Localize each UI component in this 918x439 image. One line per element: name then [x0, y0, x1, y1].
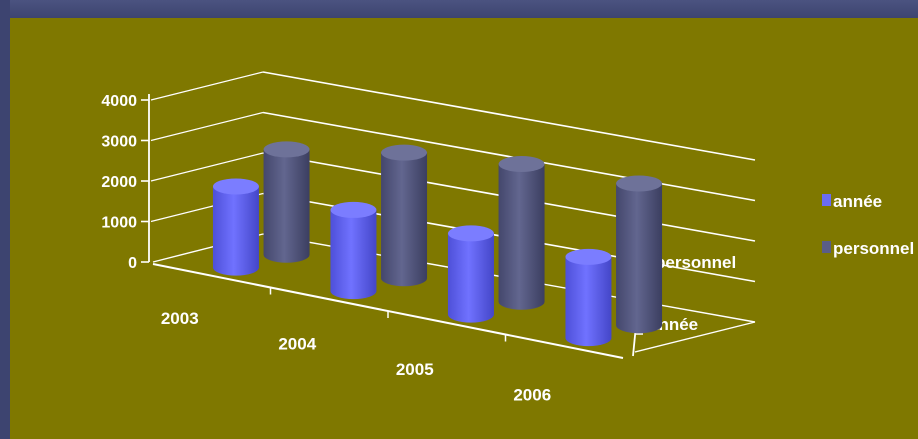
cylinder-body	[616, 183, 663, 334]
y-tick-label: 1000	[101, 215, 137, 232]
bar-annee-2005	[447, 225, 494, 323]
legend-swatch	[822, 241, 831, 253]
cylinder-body	[381, 152, 428, 287]
y-tick-label: 3000	[101, 134, 137, 151]
bar-personnel-2006	[616, 175, 663, 334]
legend-swatch	[822, 194, 831, 206]
cylinder-top	[447, 225, 494, 242]
slide-left-band	[0, 0, 10, 439]
cylinder-body	[447, 233, 494, 323]
y-tick-label: 0	[128, 255, 137, 272]
category-label: 2006	[513, 385, 551, 404]
cylinder-body	[263, 149, 310, 263]
gridline-back	[262, 71, 756, 161]
cylinder-top	[565, 248, 612, 265]
cylinder-body	[498, 164, 545, 310]
slide-top-band	[0, 0, 918, 18]
gridline-back	[262, 111, 756, 202]
legend-label: personnel	[833, 239, 914, 258]
category-label: 2005	[396, 360, 434, 379]
cylinder-body	[212, 186, 259, 276]
cylinder-top	[616, 175, 663, 192]
bar-annee-2004	[330, 201, 377, 300]
depth-label-personnel: personnel	[655, 253, 736, 272]
bar-personnel-2003	[263, 141, 310, 263]
category-label: 2003	[161, 309, 199, 328]
bar-annee-2006	[565, 248, 612, 347]
y-tick-label: 2000	[101, 174, 137, 191]
gridline-side	[150, 71, 264, 101]
cylinder-top	[381, 144, 428, 161]
cylinder-top	[330, 201, 377, 218]
floor-right-edge	[634, 321, 756, 353]
category-label: 2004	[278, 334, 316, 353]
bar-personnel-2005	[498, 156, 545, 310]
y-tick-label: 4000	[101, 93, 137, 110]
cylinder-top	[498, 156, 545, 173]
bar-personnel-2004	[381, 144, 428, 287]
cylinder-body	[330, 209, 377, 300]
cylinder-top	[212, 178, 259, 195]
bar-annee-2003	[212, 178, 259, 276]
cylinder-body	[565, 256, 612, 347]
gridline-side	[150, 111, 264, 142]
cylinder-top	[263, 141, 310, 158]
gridline-side	[150, 152, 264, 182]
legend-label: année	[833, 192, 882, 211]
